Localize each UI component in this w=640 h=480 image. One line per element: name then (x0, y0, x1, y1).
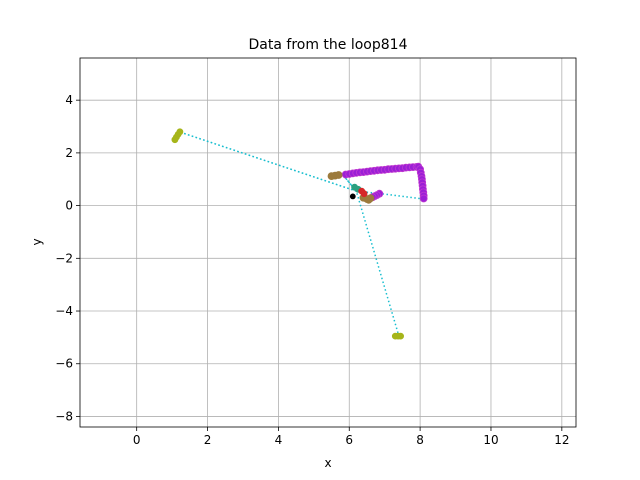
data-point-brown-group (366, 194, 375, 203)
y-tick-label: 0 (65, 199, 73, 213)
y-tick-label: −8 (55, 409, 73, 423)
x-axis-label: x (324, 456, 331, 470)
series-layer (171, 128, 428, 340)
y-axis-label: y (30, 238, 44, 245)
ticks: 0 2 4 6 8 10 12 −8 −6 −4 −2 0 2 4 (55, 93, 569, 447)
plot-frame (79, 57, 577, 428)
y-tick-label: −6 (55, 357, 73, 371)
data-point-olive-group (397, 332, 405, 340)
data-point-brown-group (334, 171, 343, 179)
x-tick-label: 12 (554, 433, 569, 447)
data-point-purple-track (419, 194, 428, 203)
y-tick-label: −2 (55, 251, 73, 265)
x-tick-label: 4 (275, 433, 283, 447)
x-tick-label: 2 (204, 433, 212, 447)
y-tick-label: 4 (65, 93, 73, 107)
y-tick-label: 2 (65, 146, 73, 160)
grid (80, 58, 576, 427)
data-point-red-group (360, 190, 368, 198)
x-tick-label: 0 (133, 433, 141, 447)
x-tick-label: 6 (345, 433, 353, 447)
x-tick-label: 10 (483, 433, 498, 447)
data-point-black-point (349, 193, 356, 200)
data-point-olive-group (176, 128, 184, 136)
y-tick-label: −4 (55, 304, 73, 318)
chart-title: Data from the loop814 (249, 37, 408, 53)
plot-area-background (80, 58, 576, 427)
x-tick-label: 8 (416, 433, 424, 447)
